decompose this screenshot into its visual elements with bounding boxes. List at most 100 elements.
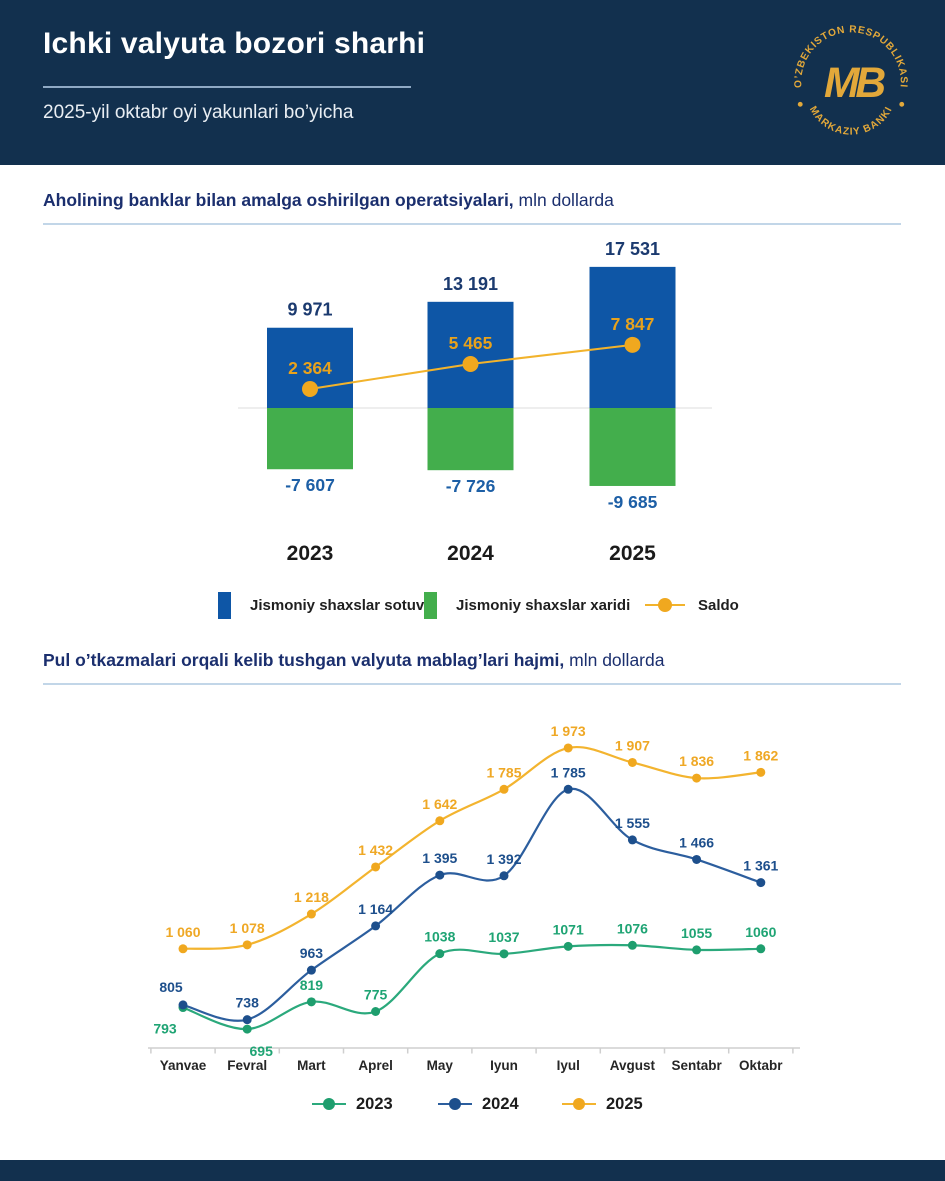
point-2025-Aprel	[371, 862, 381, 872]
header-band: Ichki valyuta bozori sharhi 2025-yil okt…	[0, 0, 945, 165]
point-value-label: 1 836	[679, 753, 714, 769]
point-value-label: 1 395	[422, 850, 457, 866]
point-value-label: 1 907	[615, 737, 650, 753]
line-2025-swatch-icon	[562, 1098, 596, 1110]
legend-label-2023: 2023	[356, 1094, 393, 1113]
legend-item-2024: 2024	[438, 1092, 519, 1116]
point-value-label: 1 432	[358, 842, 393, 858]
bar-sales-2024	[427, 301, 514, 408]
purchases-value-label: -7 607	[285, 475, 335, 495]
point-value-label: 1 466	[679, 834, 714, 850]
bar-purchases-2023	[267, 408, 353, 470]
month-axis-label: May	[427, 1058, 454, 1073]
point-2025-Mart	[306, 909, 316, 919]
point-value-label: 1055	[681, 925, 712, 941]
point-2023-Iyul	[563, 941, 573, 951]
footer-band	[0, 1160, 945, 1181]
sales-value-label: 13 191	[443, 274, 498, 294]
line-2025	[182, 745, 761, 950]
saldo-point-2023	[302, 380, 318, 397]
point-value-label: 1 164	[358, 901, 393, 917]
point-value-label: 1 785	[551, 764, 586, 780]
point-value-label: 1 392	[486, 851, 521, 867]
sales-value-label: 9 971	[287, 300, 332, 320]
point-value-label: 1 555	[615, 815, 650, 831]
point-2025-Iyun	[499, 784, 509, 794]
point-value-label: 1060	[745, 924, 776, 940]
line-2024-swatch-icon	[438, 1098, 472, 1110]
point-2023-Fevral	[242, 1024, 252, 1034]
blue-bar-swatch-icon	[218, 591, 231, 619]
point-2024-Mart	[306, 965, 316, 975]
point-2025-Sentabr	[692, 773, 702, 783]
line-2023-swatch-icon	[312, 1098, 346, 1110]
point-2025-May	[435, 816, 445, 826]
point-value-label: 819	[300, 977, 324, 993]
point-2025-Oktabr	[756, 767, 766, 777]
month-axis-label: Iyun	[490, 1058, 518, 1073]
svg-text:MARKAZIY BANKI: MARKAZIY BANKI	[807, 104, 895, 137]
point-2023-May	[435, 949, 445, 959]
month-axis-label: Oktabr	[739, 1058, 783, 1073]
legend-label-saldo: Saldo	[698, 596, 739, 614]
legend-item-purchases: Jismoniy shaxslar xaridi	[424, 591, 630, 619]
point-2023-Iyun	[499, 949, 509, 959]
saldo-point-2024	[462, 356, 479, 373]
legend-label-sales: Jismoniy shaxslar sotuvi	[250, 596, 429, 614]
legend-item-sales: Jismoniy shaxslar sotuvi	[218, 591, 428, 619]
saldo-value-label: 5 465	[449, 333, 493, 353]
month-axis-label: Mart	[297, 1058, 326, 1073]
operations-bar-chart: 9 971 -7 607 2023 13 191 -7 726 2024 17 531 -9 …	[238, 239, 712, 565]
title-underline	[43, 86, 411, 88]
point-2024-Sentabr	[692, 854, 702, 864]
chart-2-legend: 2023 2024 2025	[0, 1092, 945, 1118]
line-2024	[182, 787, 762, 1022]
point-2025-Avgust	[627, 757, 637, 767]
legend-label-2025: 2025	[606, 1094, 643, 1113]
year-axis-label: 2023	[287, 542, 334, 565]
point-2023-Avgust	[627, 940, 637, 950]
purchases-value-label: -9 685	[608, 492, 658, 512]
saldo-line-swatch-icon	[645, 598, 685, 612]
point-value-label: 1038	[424, 929, 455, 945]
chart-1-legend: Jismoniy shaxslar sotuvi Jismoniy shaxsl…	[0, 591, 945, 621]
legend-item-2025: 2025	[562, 1092, 643, 1116]
point-2023-Sentabr	[692, 945, 702, 955]
remittances-line-chart: Yanvae Fevral Mart Aprel May Iyun Iyul Avgust Se…	[148, 723, 800, 1073]
legend-label-2024: 2024	[482, 1094, 519, 1113]
point-value-label: 1076	[617, 920, 648, 936]
point-2024-Fevral	[242, 1015, 252, 1025]
month-axis-label: Sentabr	[671, 1058, 722, 1073]
month-axis-label: Fevral	[227, 1058, 267, 1073]
section-1-title-bold: Aholining banklar bilan amalga oshirilga…	[43, 190, 514, 210]
green-bar-swatch-icon	[424, 591, 437, 619]
point-value-label: 1 060	[165, 924, 200, 940]
point-value-label: 1 361	[743, 858, 778, 874]
point-2023-Mart	[306, 997, 316, 1007]
point-value-label: 1 973	[551, 723, 586, 739]
legend-label-purchases: Jismoniy shaxslar xaridi	[456, 596, 631, 614]
legend-item-2023: 2023	[312, 1092, 393, 1116]
section-2-title-units: mln dollarda	[564, 650, 665, 670]
point-value-label: 1037	[488, 929, 519, 945]
point-2025-Fevral	[242, 940, 252, 950]
month-axis-label: Aprel	[358, 1058, 393, 1073]
point-value-label: 1 642	[422, 796, 457, 812]
point-2024-Oktabr	[756, 878, 766, 888]
point-value-label: 805	[159, 979, 183, 995]
point-value-label: 695	[250, 1043, 274, 1059]
section-1-title-units: mln dollarda	[513, 190, 614, 210]
point-value-label: 1 862	[743, 747, 778, 763]
point-2023-Oktabr	[756, 944, 766, 954]
bar-purchases-2024	[427, 408, 514, 471]
line-2023	[182, 943, 761, 1031]
central-bank-logo-icon: O’ZBEKISTON RESPUBLIKASI MARKAZIY BANKI …	[793, 24, 908, 138]
month-axis-label: Yanvae	[160, 1058, 207, 1073]
month-axis-label: Iyul	[557, 1058, 580, 1073]
point-2024-Iyun	[499, 871, 509, 881]
bar-purchases-2025	[589, 408, 676, 486]
year-axis-label: 2024	[447, 542, 494, 565]
point-value-label: 738	[236, 995, 260, 1011]
point-value-label: 775	[364, 987, 388, 1003]
section-2-title-bold: Pul o’tkazmalari orqali kelib tushgan va…	[43, 650, 565, 670]
